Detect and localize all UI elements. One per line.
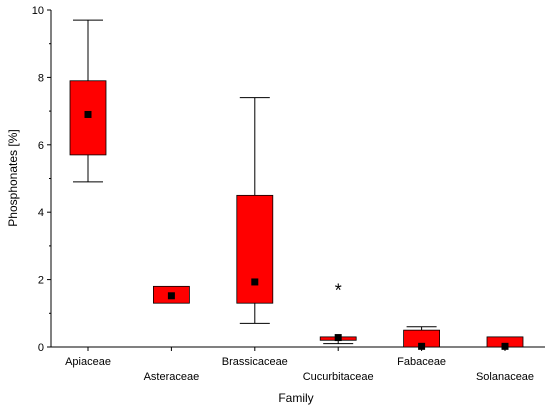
x-tick-label: Cucurbitaceae — [303, 371, 374, 383]
x-tick-label: Apiaceae — [65, 356, 111, 368]
y-axis-title: Phosphonates [%] — [6, 129, 20, 226]
median-marker-fabaceae — [418, 342, 426, 350]
median-marker-solanaceae — [501, 342, 509, 350]
y-tick-label: 4 — [38, 207, 44, 219]
y-tick-label: 2 — [38, 275, 44, 287]
box-brassicaceae — [236, 194, 274, 304]
median-marker-brassicaceae — [251, 278, 259, 286]
plot-area: 0 2 4 6 8 10 Apiaceae Asteraceae Brassicaceae Cuc… — [32, 5, 545, 383]
median-marker-asteraceae — [167, 292, 175, 300]
median-marker-cucurbitaceae — [334, 334, 342, 342]
x-tick-label: Solanaceae — [476, 371, 534, 383]
x-axis-title: Family — [278, 391, 313, 405]
outlier-marker-cucurbitaceae: * — [335, 280, 342, 300]
y-tick-label: 6 — [38, 140, 44, 152]
y-tick-label: 10 — [32, 5, 44, 17]
y-tick-label: 0 — [38, 342, 44, 354]
x-tick-label: Brassicaceae — [222, 356, 288, 368]
y-tick-label: 8 — [38, 72, 44, 84]
x-tick-label: Asteraceae — [144, 371, 200, 383]
median-marker-apiaceae — [84, 110, 92, 118]
x-tick-label: Fabaceae — [397, 356, 446, 368]
